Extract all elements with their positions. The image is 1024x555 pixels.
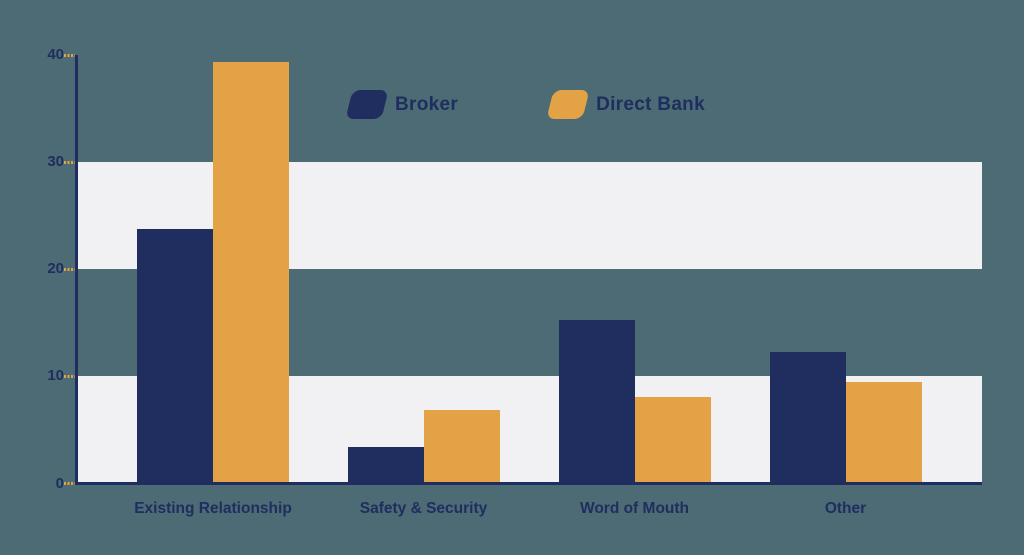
y-tick-mark-30 bbox=[64, 160, 75, 164]
chart-legend: Broker Direct Bank bbox=[345, 90, 705, 119]
direct-bank-legend-swatch-icon bbox=[546, 90, 590, 119]
bar-broker-existing-relationship bbox=[137, 228, 213, 484]
y-tick-mark-0 bbox=[64, 482, 75, 485]
bar-broker-word-of-mouth bbox=[558, 319, 635, 484]
bar-broker-safety-security bbox=[347, 447, 424, 484]
y-tick-label-0: 0 bbox=[55, 474, 64, 492]
y-tick-label-30: 30 bbox=[47, 153, 64, 171]
bar-direct-bank-existing-relationship bbox=[213, 62, 289, 484]
legend-item-direct-bank: Direct Bank bbox=[546, 90, 705, 119]
y-tick-label-20: 20 bbox=[47, 260, 64, 278]
x-axis-label-word-of-mouth: Word of Mouth bbox=[579, 500, 690, 517]
x-axis-label-other: Other bbox=[824, 500, 867, 517]
x-axis-label-safety-security: Safety & Security bbox=[359, 500, 488, 517]
bar-direct-bank-word-of-mouth bbox=[634, 396, 711, 484]
y-tick-label-10: 10 bbox=[47, 367, 64, 385]
bar-direct-bank-other bbox=[845, 381, 922, 484]
bar-direct-bank-safety-security bbox=[423, 409, 500, 484]
x-axis-label-existing-relationship: Existing Relationship bbox=[134, 500, 292, 517]
broker-legend-label: Broker bbox=[395, 93, 459, 115]
broker-legend-swatch-icon bbox=[345, 90, 389, 119]
bar-broker-other bbox=[769, 351, 846, 484]
y-tick-mark-20 bbox=[64, 267, 75, 271]
direct-bank-legend-label: Direct Bank bbox=[596, 93, 705, 115]
y-axis-line bbox=[75, 55, 78, 485]
y-tick-mark-10 bbox=[64, 374, 75, 378]
legend-item-broker: Broker bbox=[345, 90, 459, 119]
y-tick-mark-40 bbox=[64, 53, 75, 57]
x-axis-line bbox=[75, 482, 982, 485]
y-tick-label-40: 40 bbox=[47, 46, 64, 63]
